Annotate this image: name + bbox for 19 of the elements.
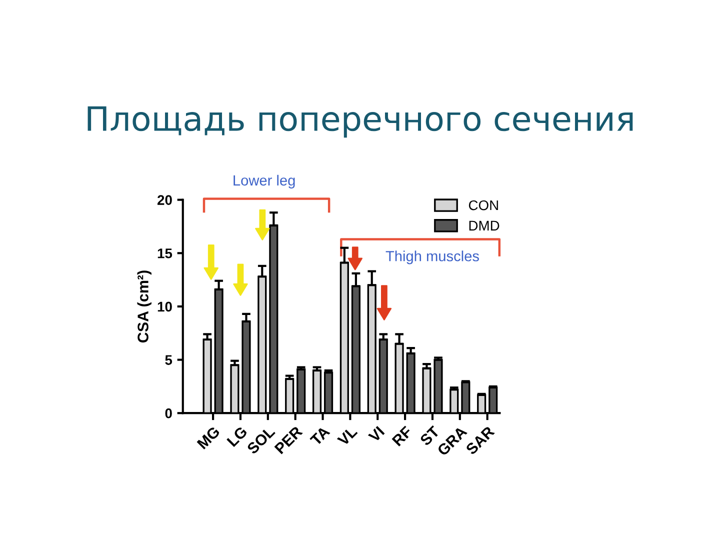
y-tick-label: 5: [165, 355, 172, 365]
x-tick-label: VI: [368, 426, 385, 443]
chart-title: Площадь поперечного сечения: [88, 106, 633, 138]
x-tick-label: RF: [392, 426, 412, 446]
y-tick-label: 0: [165, 408, 172, 418]
legend-label: DMD: [469, 220, 500, 230]
x-tick-label: LG: [226, 426, 248, 448]
x-tick-label: TA: [310, 426, 330, 446]
y-tick-label: 15: [158, 248, 172, 258]
y-tick-label: 20: [158, 195, 172, 205]
legend-label: CON: [468, 200, 498, 210]
y-tick-label: 10: [158, 302, 172, 312]
x-tick-label: VL: [336, 426, 358, 446]
y-axis-title: CSA (cm²): [137, 270, 152, 342]
x-tick-label: MG: [196, 426, 220, 450]
x-tick-label: ST: [419, 425, 440, 446]
annotation: Thigh muscles: [386, 250, 479, 264]
text: Lower leg: [234, 174, 295, 188]
x-tick-label: SOL: [246, 426, 276, 455]
